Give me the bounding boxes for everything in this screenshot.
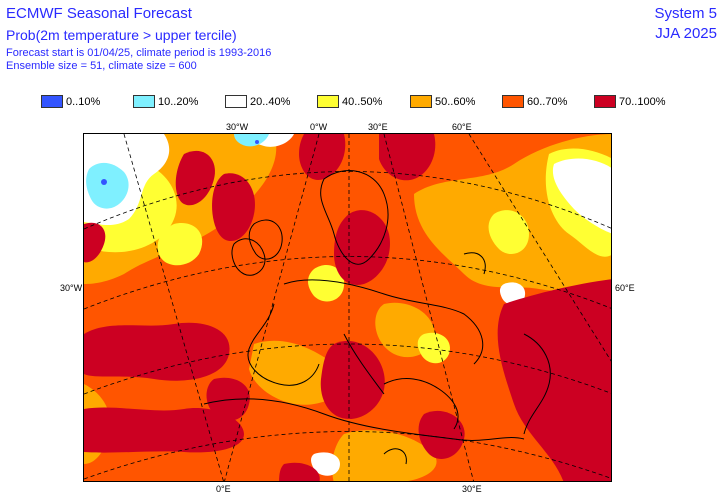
region-70-100 [418,410,465,459]
map-svg [84,134,611,481]
region-70-100 [84,222,106,263]
region-50-60 [249,340,345,405]
legend-swatch [502,95,524,108]
graticule [84,134,611,481]
legend-label: 20..40% [250,96,291,108]
legend-label: 0..10% [66,96,101,108]
legend-swatch [41,95,63,108]
probability-map [83,133,612,482]
right-axis-label-60e: 60°E [615,283,635,293]
region-40-50 [157,223,203,266]
region-20-40 [552,158,611,234]
system-label: System 5 [654,5,717,22]
legend-label: 60..70% [527,96,568,108]
legend-label: 50..60% [435,96,476,108]
top-axis-label-0w: 0°W [310,122,328,132]
forecast-title: ECMWF Seasonal Forecast [6,5,192,22]
region-70-100 [206,377,250,421]
region-70-100 [334,210,390,285]
region-70-100 [84,322,230,381]
region-10-20 [86,162,129,209]
region-40-50 [308,265,345,302]
top-axis-label-60e: 60°E [452,122,472,132]
top-axis-label-30w: 30°W [226,122,249,132]
legend-swatch [317,95,339,108]
region-40-50 [417,332,450,364]
region-0-10 [101,179,107,185]
legend-swatch [225,95,247,108]
season-label: JJA 2025 [655,25,717,42]
legend-label: 10..20% [158,96,199,108]
forecast-subtitle: Prob(2m temperature > upper tercile) [6,27,237,43]
legend-swatch [133,95,155,108]
region-0-10 [255,140,259,144]
ensemble-info: Ensemble size = 51, climate size = 600 [6,60,197,72]
region-70-100 [497,279,611,481]
region-70-100 [175,150,215,206]
legend-label: 40..50% [342,96,383,108]
legend-label: 70..100% [619,96,666,108]
region-70-100 [212,173,255,242]
region-70-100 [84,407,244,453]
region-40-50 [488,210,529,254]
legend-swatch [410,95,432,108]
region-20-40 [311,452,340,476]
color-legend: 0..10% 10..20% 20..40% 40..50% 50..60% 6… [0,95,725,111]
bottom-axis-label-0e: 0°E [216,484,231,494]
top-axis-label-30e: 30°E [368,122,388,132]
forecast-start-info: Forecast start is 01/04/25, climate peri… [6,47,272,59]
region-70-100 [299,134,346,180]
bottom-axis-label-30e: 30°E [462,484,482,494]
region-70-100 [279,462,320,481]
region-70-100 [320,340,385,419]
region-50-60 [332,430,437,481]
left-axis-label-30w: 30°W [60,283,83,293]
region-10-20 [234,134,269,147]
legend-swatch [594,95,616,108]
coastlines [203,170,551,465]
